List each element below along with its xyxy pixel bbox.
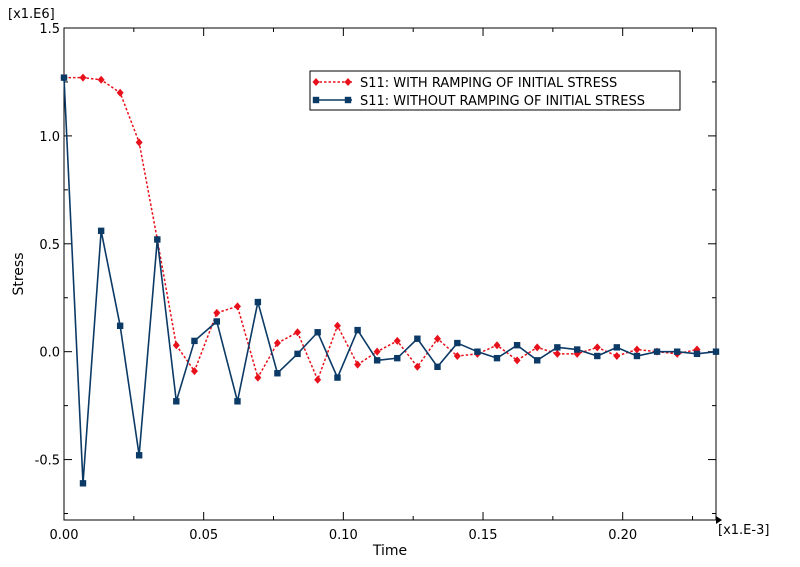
series-1-point [493, 341, 501, 350]
series-2-point [673, 348, 681, 355]
series-2-point [394, 354, 401, 362]
y-tick-labels: -0.5 0.0 0.5 1.0 1.5 [35, 22, 60, 469]
legend-marker [312, 96, 320, 104]
series-1-point [593, 343, 601, 352]
series-2-point [573, 346, 581, 353]
series-1-point [513, 356, 521, 365]
series-2-point [513, 342, 521, 349]
series-2-point [79, 480, 87, 487]
series-2-point [414, 335, 421, 342]
series-2-point [97, 227, 105, 235]
series-2-point [594, 352, 601, 360]
y-tick-label: 0.0 [39, 346, 60, 361]
series-2-point [474, 348, 481, 355]
legend-marker [344, 96, 352, 104]
series-1-point [273, 339, 281, 348]
series-2-point [314, 329, 321, 336]
series-1-point [393, 336, 401, 345]
series-1-point [453, 352, 461, 360]
legend: S11: WITH RAMPING OF INITIAL STRESS S11: … [309, 70, 681, 111]
x-tick-labels: 0.00 0.05 0.10 0.15 0.20 [50, 528, 638, 543]
series-2-point [154, 236, 161, 243]
y-axis-title: Stress [11, 252, 27, 295]
y-axis-multiplier: [x1.E6] [8, 7, 55, 22]
series-1-point [613, 352, 621, 360]
series-2-point [60, 74, 68, 81]
series-2-point [354, 326, 361, 334]
x-axis-arrow-head [716, 516, 722, 524]
y-tick-label: 1.0 [39, 130, 60, 145]
series-1-point [333, 321, 341, 330]
x-tick-label: 0.10 [329, 528, 358, 543]
x-tick-label: 0.00 [50, 528, 79, 543]
y-tick-label: 1.5 [39, 22, 60, 37]
legend-item: S11: WITHOUT RAMPING OF INITIAL STRESS [312, 94, 645, 109]
legend-item: S11: WITH RAMPING OF INITIAL STRESS [312, 76, 617, 91]
series-1-point [373, 347, 381, 356]
series-2-point [454, 339, 461, 347]
series-1-point [233, 302, 241, 311]
series-2-point [493, 354, 501, 362]
series-1-point [97, 75, 105, 84]
series-layer [60, 73, 720, 487]
series-2-point [116, 322, 124, 329]
series-2-point [173, 398, 180, 405]
series-2-point [135, 452, 143, 459]
series-2-point [191, 337, 198, 345]
x-tick-label: 0.20 [608, 528, 637, 543]
series-2-point [554, 344, 561, 351]
x-tick-label: 0.05 [189, 528, 218, 543]
series-1-point [116, 88, 124, 97]
series-2-point [633, 352, 641, 360]
series-2-point [254, 298, 262, 306]
series-2-line [63, 77, 717, 484]
series-2-point [234, 398, 241, 405]
legend-label: S11: WITHOUT RAMPING OF INITIAL STRESS [360, 94, 645, 109]
y-tick-label: 0.5 [39, 238, 60, 253]
y-tick-label: -0.5 [35, 454, 60, 469]
series-2 [60, 74, 720, 487]
series-2-point [712, 348, 720, 355]
series-2-point [213, 318, 221, 325]
plot-frame [63, 27, 717, 521]
series-1-point [633, 345, 641, 354]
series-1-point [294, 328, 302, 337]
series-2-point [274, 370, 281, 377]
series-2-point [373, 357, 381, 364]
x-axis-arrow-icon [716, 516, 722, 524]
legend-box [309, 70, 681, 111]
series-2-point [653, 348, 661, 355]
series-1-point [254, 373, 262, 382]
series-2-point [613, 344, 621, 351]
series-1-point [533, 343, 541, 352]
series-1-point [79, 73, 87, 82]
x-axis-multiplier: [x1.E-3] [718, 523, 769, 538]
legend-label: S11: WITH RAMPING OF INITIAL STRESS [360, 76, 617, 91]
series-1-point [413, 362, 421, 371]
series-1-point [172, 341, 180, 350]
series-1-point [354, 360, 362, 369]
legend-marker [312, 78, 320, 86]
series-1-line [64, 76, 698, 382]
series-1-point [433, 334, 441, 343]
series-2-point [693, 350, 701, 358]
series-1-point [314, 375, 322, 384]
series-1 [60, 73, 701, 384]
series-2-point [294, 350, 301, 358]
series-2-point [334, 374, 341, 381]
series-1-point [135, 138, 143, 147]
x-axis-title: Time [372, 543, 407, 559]
series-2-point [434, 363, 441, 370]
legend-marker [344, 78, 352, 86]
series-2-point [534, 357, 541, 364]
x-tick-label: 0.15 [469, 528, 498, 543]
series-1-point [553, 349, 561, 358]
series-1-point [213, 308, 221, 317]
series-1-point [190, 367, 198, 376]
